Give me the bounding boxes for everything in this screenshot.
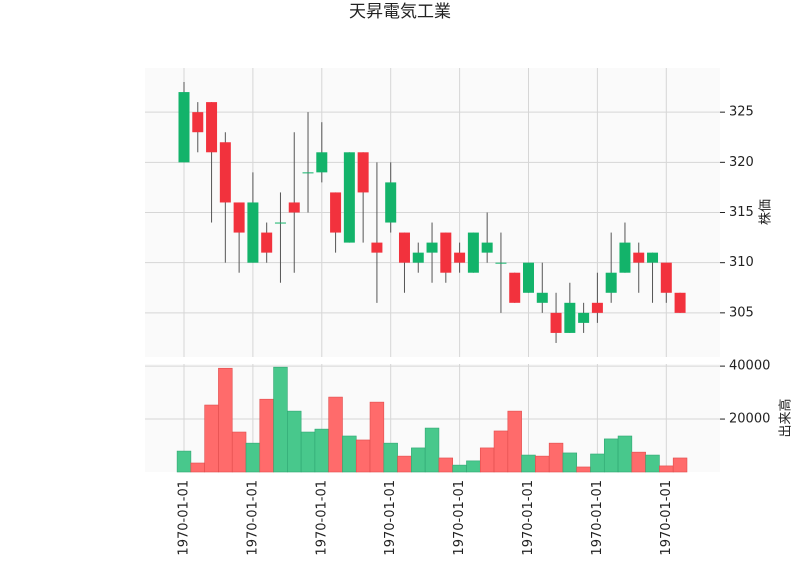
volume-bar xyxy=(659,465,674,473)
volume-bar xyxy=(314,428,329,473)
candle-body xyxy=(206,102,218,153)
volume-bar xyxy=(438,457,454,473)
candle-body xyxy=(247,202,259,263)
volume-bar xyxy=(369,401,385,473)
candle-body xyxy=(385,182,397,223)
volume-bar xyxy=(603,438,619,473)
candle-body xyxy=(481,242,493,253)
volume-bar xyxy=(273,366,288,473)
volume-bar xyxy=(645,454,660,473)
x-tick-label: 1970-01-01 xyxy=(659,480,674,556)
candle-body xyxy=(550,312,562,333)
volume-bar xyxy=(259,398,274,473)
candle-body xyxy=(233,202,245,233)
volume-tick-label: 40000 xyxy=(729,359,770,374)
volume-bar xyxy=(287,410,302,473)
volume-bar xyxy=(493,430,509,473)
volume-bar xyxy=(245,442,261,473)
y-tick-label: 310 xyxy=(729,255,754,270)
candle-body xyxy=(660,262,672,293)
volume-bar xyxy=(328,396,343,473)
volume-bar xyxy=(521,454,536,473)
volume-bar xyxy=(631,451,646,473)
x-tick-label: 1970-01-01 xyxy=(590,480,605,556)
candle-body xyxy=(330,192,342,233)
candle-body xyxy=(564,302,576,333)
x-tick-label: 1970-01-01 xyxy=(177,480,192,556)
volume-bar xyxy=(342,435,357,473)
y-tick-label: 315 xyxy=(729,205,754,220)
volume-bar xyxy=(424,427,440,473)
volume-bar xyxy=(590,453,605,473)
y-tick-label: 320 xyxy=(729,155,754,170)
volume-bar xyxy=(411,447,426,473)
volume-bar xyxy=(576,466,591,473)
x-tick-label: 1970-01-01 xyxy=(245,480,260,556)
candle-body xyxy=(274,222,286,224)
volume-axis-label: 出来高 xyxy=(778,398,794,437)
volume-bar xyxy=(355,439,371,473)
candle-body xyxy=(674,292,686,313)
candle-body xyxy=(343,152,355,243)
candle-body xyxy=(357,152,369,193)
volume-bar xyxy=(397,455,412,473)
candle-body xyxy=(495,262,507,264)
volume-bar xyxy=(452,464,467,473)
x-tick-label: 1970-01-01 xyxy=(521,480,536,556)
chart-title: 天昇電気工業 xyxy=(349,2,451,22)
volume-bar xyxy=(383,442,398,473)
volume-bar xyxy=(617,435,633,473)
candle-body xyxy=(578,312,590,323)
x-tick-label: 1970-01-01 xyxy=(383,480,398,556)
candle-body xyxy=(523,262,534,293)
volume-bar xyxy=(548,442,564,473)
x-tick-label: 1970-01-01 xyxy=(452,480,467,556)
candle-body xyxy=(219,142,231,203)
volume-bar xyxy=(507,410,522,473)
candle-body xyxy=(192,112,204,133)
volume-bar xyxy=(562,452,578,473)
candle-body xyxy=(536,292,548,303)
candle-body xyxy=(261,232,273,253)
volume-bar xyxy=(176,450,192,473)
candle-body xyxy=(591,302,603,313)
volume-bar xyxy=(466,460,481,473)
candle-body xyxy=(509,272,521,303)
volume-tick-label: 20000 xyxy=(729,412,770,427)
candle-body xyxy=(302,172,314,174)
candle-body xyxy=(619,242,631,273)
candle-body xyxy=(605,272,617,293)
candle-body xyxy=(412,252,424,263)
candle-body xyxy=(178,92,190,163)
candle-body xyxy=(398,232,410,263)
candle-body xyxy=(440,232,452,273)
candle-body xyxy=(288,202,300,213)
volume-bar xyxy=(190,462,205,473)
candle-body xyxy=(426,242,438,253)
candle-body xyxy=(647,252,659,263)
volume-bar xyxy=(204,404,219,473)
candle-body xyxy=(467,232,479,273)
volume-bar xyxy=(535,455,550,473)
candle-body xyxy=(371,242,383,253)
y-tick-label: 325 xyxy=(729,105,754,120)
volume-bar xyxy=(231,431,247,473)
volume-bar xyxy=(672,457,688,473)
candle-body xyxy=(316,152,328,173)
volume-bar xyxy=(218,367,233,473)
y-tick-label: 305 xyxy=(729,305,754,320)
candle-body xyxy=(633,252,645,263)
candle-body xyxy=(454,252,466,263)
volume-bar xyxy=(479,447,495,473)
y-axis-label: 株価 xyxy=(759,199,774,225)
x-tick-label: 1970-01-01 xyxy=(314,480,329,556)
volume-bar xyxy=(300,431,316,473)
